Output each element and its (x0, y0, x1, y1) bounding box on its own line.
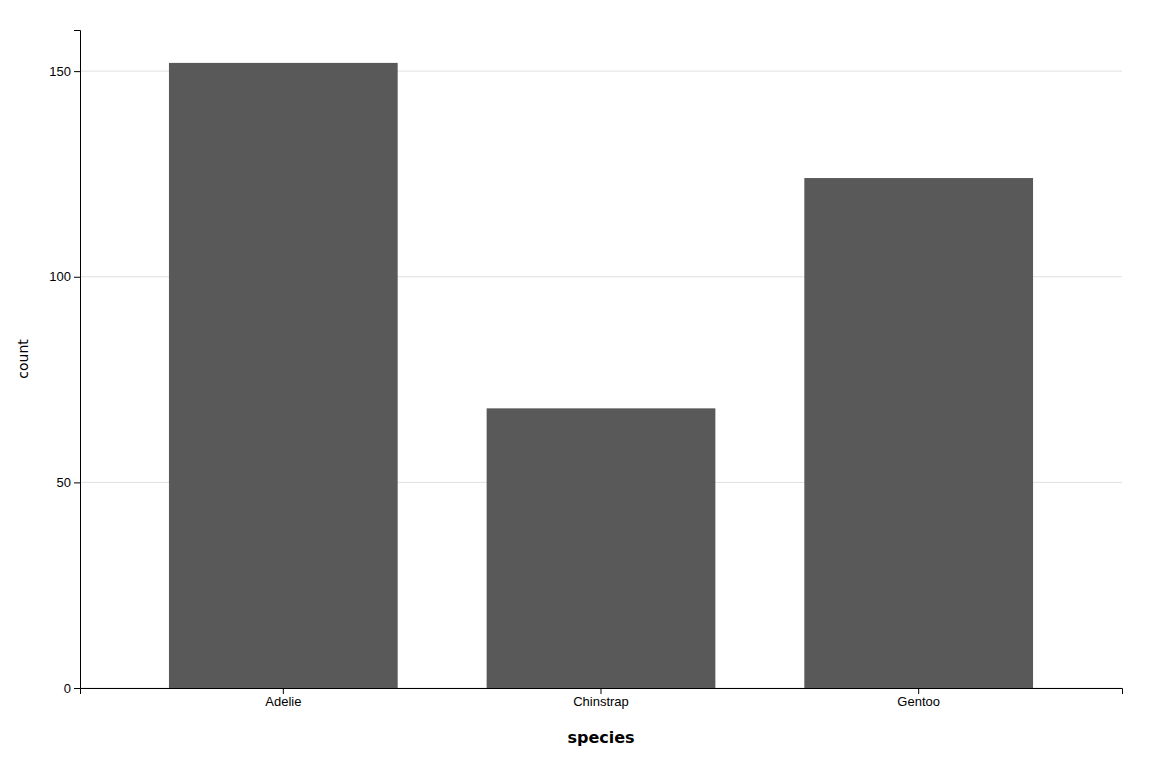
y-tick: 100 (49, 269, 80, 284)
y-axis-line (74, 31, 81, 689)
x-tick-mark (918, 688, 919, 694)
x-tick-label: Adelie (265, 694, 301, 709)
bar (487, 408, 716, 688)
y-tick-mark (74, 277, 80, 278)
bar (169, 63, 398, 688)
x-tick: Adelie (265, 688, 301, 709)
y-tick-mark (74, 482, 80, 483)
x-tick: Chinstrap (573, 688, 629, 709)
y-tick: 0 (64, 681, 80, 696)
y-tick-mark (74, 688, 80, 689)
bars (169, 63, 1033, 688)
x-axis-line (81, 689, 1123, 695)
y-tick: 150 (49, 64, 80, 79)
x-tick-mark (283, 688, 284, 694)
y-tick: 50 (57, 475, 80, 490)
x-tick-mark (601, 688, 602, 694)
x-axis-title: species (567, 728, 634, 747)
x-axis: Adelie Chinstrap Gentoo (81, 688, 1123, 709)
y-tick-label: 50 (57, 475, 71, 490)
x-tick-label: Chinstrap (573, 694, 629, 709)
chart: Adelie Chinstrap Gentoo 0 50 100 150 species cou… (0, 0, 1152, 768)
y-axis: 0 50 100 150 (49, 31, 80, 696)
x-tick: Gentoo (897, 688, 940, 709)
x-tick-label: Gentoo (897, 694, 940, 709)
y-tick-mark (74, 71, 80, 72)
y-tick-label: 100 (49, 269, 71, 284)
y-tick-label: 0 (64, 681, 71, 696)
plot: Adelie Chinstrap Gentoo 0 50 100 150 (49, 31, 1122, 710)
y-axis-title: count (15, 339, 31, 379)
bar (804, 178, 1033, 688)
y-tick-label: 150 (49, 64, 71, 79)
